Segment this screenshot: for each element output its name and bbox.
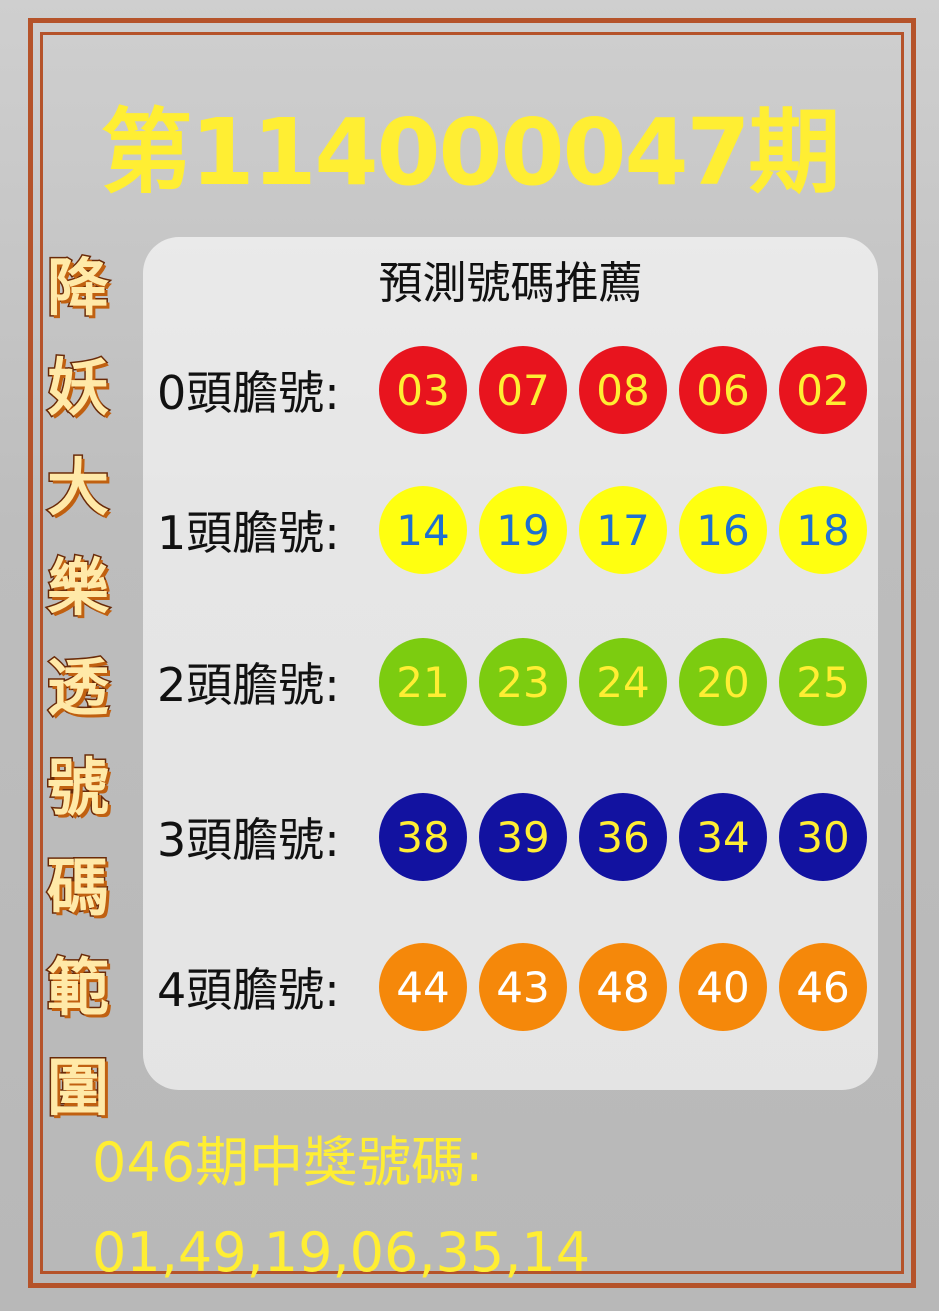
side-title-char: 樂 xyxy=(45,550,110,626)
side-title-char: 號 xyxy=(45,750,110,826)
number-ball: 38 xyxy=(379,793,467,881)
prediction-row: 1頭膽號: 14 19 17 16 18 xyxy=(157,485,879,575)
side-title: 降妖大樂透號碼範圍 xyxy=(42,240,118,1140)
number-ball: 08 xyxy=(579,346,667,434)
number-ball: 18 xyxy=(779,486,867,574)
previous-draw: 046期中獎號碼: 01,49,19,06,35,14 xyxy=(92,1118,590,1298)
side-title-char: 圍 xyxy=(45,1050,110,1126)
number-ball: 39 xyxy=(479,793,567,881)
previous-draw-numbers: 01,49,19,06,35,14 xyxy=(92,1221,591,1284)
row-label: 1頭膽號: xyxy=(157,506,340,560)
number-ball: 40 xyxy=(679,943,767,1031)
number-ball: 36 xyxy=(579,793,667,881)
number-ball: 24 xyxy=(579,638,667,726)
number-ball: 43 xyxy=(479,943,567,1031)
number-ball: 23 xyxy=(479,638,567,726)
side-title-char: 碼 xyxy=(45,850,110,926)
prediction-panel: 預測號碼推薦 0頭膽號: 03 07 08 06 02 1頭膽號: 14 19 17 16 18 2頭膽… xyxy=(143,237,878,1090)
number-ball: 44 xyxy=(379,943,467,1031)
issue-title: 第114000047期 xyxy=(100,99,840,206)
side-title-char: 妖 xyxy=(45,350,110,426)
number-ball: 34 xyxy=(679,793,767,881)
prediction-row: 2頭膽號: 21 23 24 20 25 xyxy=(157,637,879,727)
number-ball: 20 xyxy=(679,638,767,726)
decorative-frame xyxy=(28,18,916,1288)
number-ball: 17 xyxy=(579,486,667,574)
number-ball: 19 xyxy=(479,486,567,574)
row-label: 2頭膽號: xyxy=(157,658,340,712)
side-title-char: 範 xyxy=(45,950,110,1026)
number-ball: 46 xyxy=(779,943,867,1031)
number-ball: 48 xyxy=(579,943,667,1031)
number-ball: 14 xyxy=(379,486,467,574)
row-label: 4頭膽號: xyxy=(157,963,340,1017)
prediction-row: 4頭膽號: 44 43 48 40 46 xyxy=(157,942,879,1032)
prediction-row: 0頭膽號: 03 07 08 06 02 xyxy=(157,345,879,435)
number-ball: 30 xyxy=(779,793,867,881)
side-title-char: 大 xyxy=(45,450,110,526)
number-ball: 03 xyxy=(379,346,467,434)
decorative-frame-inner xyxy=(40,32,904,1274)
panel-title: 預測號碼推薦 xyxy=(378,258,643,309)
number-ball: 07 xyxy=(479,346,567,434)
number-ball: 21 xyxy=(379,638,467,726)
number-ball: 25 xyxy=(779,638,867,726)
number-ball: 16 xyxy=(679,486,767,574)
row-label: 3頭膽號: xyxy=(157,813,340,867)
number-ball: 06 xyxy=(679,346,767,434)
prediction-row: 3頭膽號: 38 39 36 34 30 xyxy=(157,792,879,882)
previous-draw-label: 046期中獎號碼: xyxy=(92,1131,484,1194)
side-title-char: 降 xyxy=(45,250,110,326)
number-ball: 02 xyxy=(779,346,867,434)
side-title-char: 透 xyxy=(45,650,110,726)
row-label: 0頭膽號: xyxy=(157,366,340,420)
